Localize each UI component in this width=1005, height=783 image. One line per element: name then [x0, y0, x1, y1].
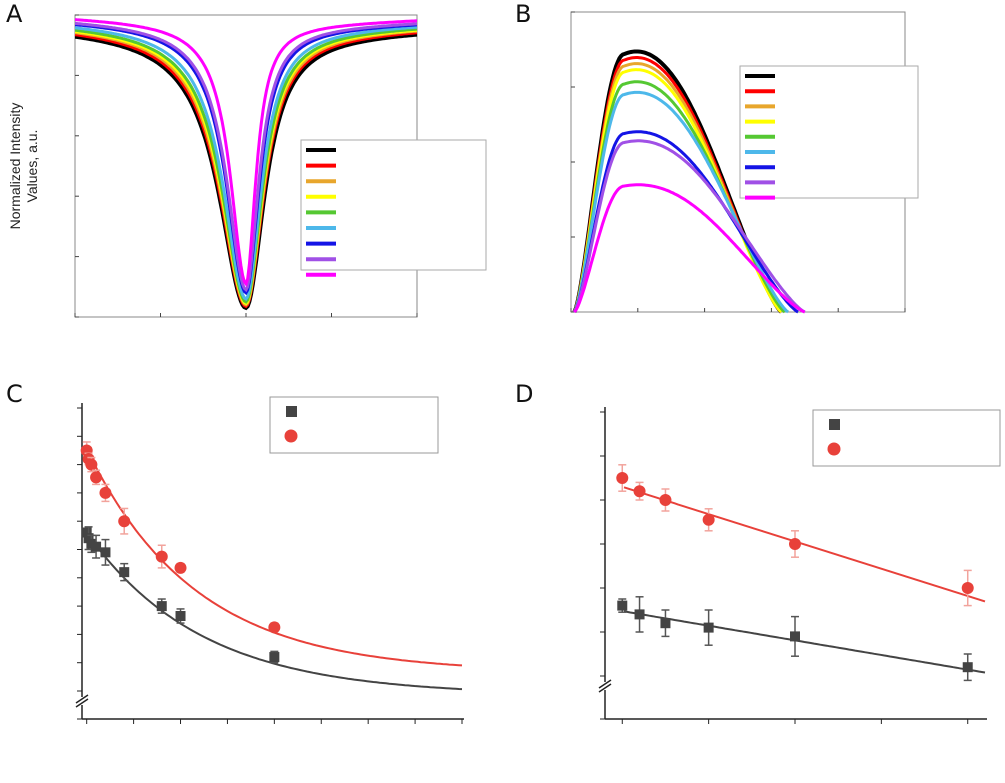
data-point-lysed	[174, 561, 187, 574]
panel-letter-c: C	[6, 380, 23, 408]
legend-swatch-native	[286, 406, 297, 417]
data-point-native	[91, 541, 102, 552]
axis-break-mark	[598, 683, 612, 693]
data-point-lysed	[633, 485, 646, 498]
legend-box	[739, 65, 919, 199]
axis-break-mark	[75, 698, 89, 708]
data-point-native	[660, 618, 671, 629]
data-point-lysed	[99, 486, 112, 499]
series-line-4	[75, 27, 417, 304]
panel-letter-b: B	[515, 0, 531, 28]
legend-box	[300, 139, 487, 271]
data-point-lysed	[118, 515, 131, 528]
data-point-lysed	[659, 494, 672, 506]
fit-line-1	[87, 451, 463, 667]
y-axis-label: Normalized IntensityValues, a.u.	[7, 103, 40, 230]
fit-line-0	[623, 610, 986, 674]
legend-swatch-native	[829, 419, 840, 430]
data-point-native	[119, 567, 130, 578]
panel-letter-d: D	[515, 380, 533, 408]
chart-panel-a: Normalized IntensityValues, a.u.	[7, 14, 487, 318]
series-line-6	[573, 130, 799, 314]
chart-panel-b	[570, 11, 919, 314]
data-point-native	[617, 600, 628, 611]
data-point-lysed	[85, 458, 98, 471]
legend-box	[812, 409, 1001, 467]
data-point-native	[962, 662, 973, 673]
series-line-8	[75, 18, 417, 287]
fit-line-1	[623, 486, 986, 603]
series-group	[75, 18, 417, 311]
data-point-lysed	[268, 621, 281, 634]
data-point-lysed	[616, 472, 629, 484]
data-point-native	[81, 527, 92, 538]
data-point-lysed	[961, 582, 974, 594]
legend-swatch-lysed	[827, 442, 841, 456]
data-point-native	[790, 631, 800, 642]
fit-line-0	[87, 534, 463, 691]
legend-swatch-lysed	[284, 429, 298, 443]
data-point-lysed	[702, 513, 715, 526]
series-line-8	[573, 183, 806, 314]
chart-panel-c	[75, 396, 464, 724]
data-point-lysed	[155, 550, 168, 563]
panel-letter-a: A	[6, 0, 23, 28]
data-point-native	[83, 533, 94, 544]
data-point-native	[100, 547, 111, 558]
axis-break-mark	[598, 679, 612, 689]
data-point-native	[269, 652, 280, 663]
data-point-native	[703, 622, 714, 633]
chart-panel-d	[598, 407, 1001, 724]
data-point-native	[175, 611, 186, 622]
series-line-7	[75, 21, 417, 293]
axis-break-mark	[75, 694, 89, 704]
data-point-lysed	[90, 471, 103, 484]
series-line-7	[573, 139, 806, 314]
series-line-5	[75, 25, 417, 301]
data-point-native	[634, 609, 645, 620]
legend-box	[269, 396, 439, 454]
data-point-native	[156, 601, 167, 612]
data-point-lysed	[789, 538, 801, 550]
